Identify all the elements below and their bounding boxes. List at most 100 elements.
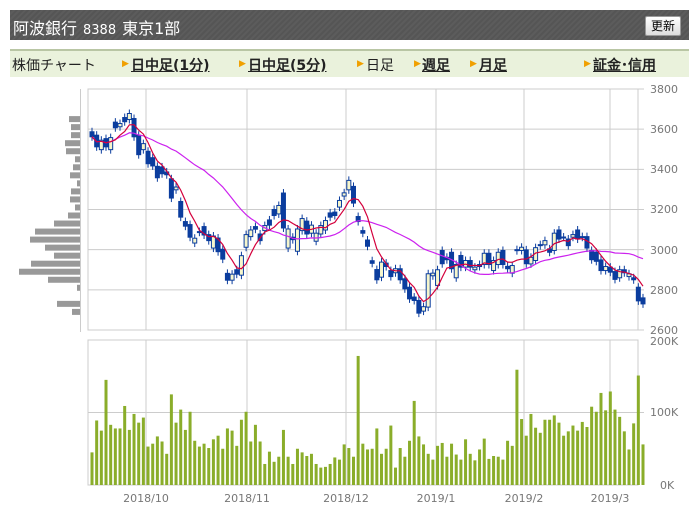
nav-monthly[interactable]: 月足 [479, 58, 507, 74]
candle [89, 131, 95, 138]
arrow-icon: ▶ [414, 59, 421, 69]
candle [271, 209, 277, 217]
nav-weekly[interactable]: 週足 [422, 58, 450, 74]
candle [140, 143, 146, 151]
candle [551, 232, 557, 251]
candle [206, 234, 212, 242]
arrow-icon: ▶ [584, 59, 591, 69]
candle [556, 229, 562, 240]
candle [215, 237, 221, 253]
candle [304, 220, 310, 235]
volume-bar [146, 446, 150, 485]
volume-bar [576, 430, 580, 485]
stock-code: 8388 [83, 23, 117, 38]
volume-bar [151, 443, 155, 485]
candle [402, 278, 408, 290]
candle [234, 269, 240, 275]
price-tick: 3400 [650, 163, 678, 176]
volume-bar [281, 429, 285, 485]
price-profile-bar [19, 268, 80, 275]
price-profile-bar [54, 252, 80, 259]
volume-bar [604, 410, 608, 485]
volume-bar [225, 428, 229, 485]
volume-bar [562, 435, 566, 485]
volume-tick: 0K [660, 479, 675, 492]
volume-bar [127, 429, 131, 485]
candle [635, 286, 641, 302]
ma-short-line [91, 124, 644, 303]
price-profile-bar [31, 260, 80, 267]
volume-bar [202, 443, 206, 485]
volume-bar [141, 417, 145, 485]
nav-intraday-5min[interactable]: 日中足(5分) [248, 58, 327, 74]
candle [201, 226, 207, 236]
volume-bar [370, 448, 374, 485]
volume-bar [90, 452, 94, 485]
candle [603, 266, 609, 272]
candle [458, 254, 464, 268]
date-tick: 2018/12 [323, 492, 369, 505]
volume-bar [408, 440, 412, 485]
candle [598, 259, 604, 272]
volume-bar [375, 428, 379, 485]
volume-bar [627, 449, 631, 485]
candle [136, 134, 142, 156]
volume-bar [520, 419, 524, 485]
candle [565, 238, 571, 247]
candle [360, 230, 366, 234]
volume-bar [632, 423, 636, 485]
volume-bar [417, 436, 421, 485]
volume-bar [445, 456, 449, 485]
nav-intraday-1min[interactable]: 日中足(1分) [131, 58, 210, 74]
volume-bar [188, 411, 192, 485]
candle [248, 229, 254, 238]
candle [238, 255, 244, 276]
price-profile-bar [72, 308, 80, 315]
candle [621, 269, 627, 274]
volume-bar [422, 444, 426, 485]
volume-bar [197, 446, 201, 485]
volume-bar [109, 424, 113, 485]
volume-tick: 100K [650, 406, 679, 419]
price-tick: 2600 [650, 324, 678, 337]
candle [369, 260, 375, 264]
candle [514, 249, 520, 252]
volume-bar [183, 429, 187, 485]
volume-bar [501, 459, 505, 485]
date-tick: 2019/2 [505, 492, 544, 505]
candle [355, 216, 361, 223]
candle [350, 185, 356, 204]
candle [411, 296, 417, 301]
candle [318, 225, 324, 235]
candle [112, 121, 118, 129]
candle [327, 212, 333, 218]
candle [491, 260, 497, 272]
volume-bar [534, 427, 538, 485]
candle [266, 219, 272, 226]
volume-bar [496, 456, 500, 485]
candle [224, 272, 230, 281]
volume-bar [431, 459, 435, 485]
volume-bar [137, 422, 141, 485]
refresh-button[interactable]: 更新 [644, 16, 681, 36]
date-tick: 2018/11 [224, 492, 270, 505]
volume-bar [333, 457, 337, 485]
candle [108, 137, 114, 151]
candle [294, 228, 300, 252]
price-profile-bar [70, 196, 80, 203]
volume-bar [440, 442, 444, 485]
volume-bar [557, 422, 561, 485]
candle [430, 272, 436, 277]
candle [439, 249, 445, 265]
volume-bar [618, 416, 622, 485]
candle [579, 236, 585, 239]
volume-bar [300, 452, 304, 485]
header-bar: 阿波銀行 8388 東京1部 更新 [10, 10, 689, 40]
volume-bar [309, 453, 313, 485]
ma-long-line [91, 132, 644, 275]
candle [159, 166, 165, 175]
date-tick: 2019/1 [417, 492, 456, 505]
market-name: 東京1部 [122, 19, 181, 38]
candle [322, 220, 328, 231]
nav-margin[interactable]: 証金･信用 [593, 58, 656, 74]
